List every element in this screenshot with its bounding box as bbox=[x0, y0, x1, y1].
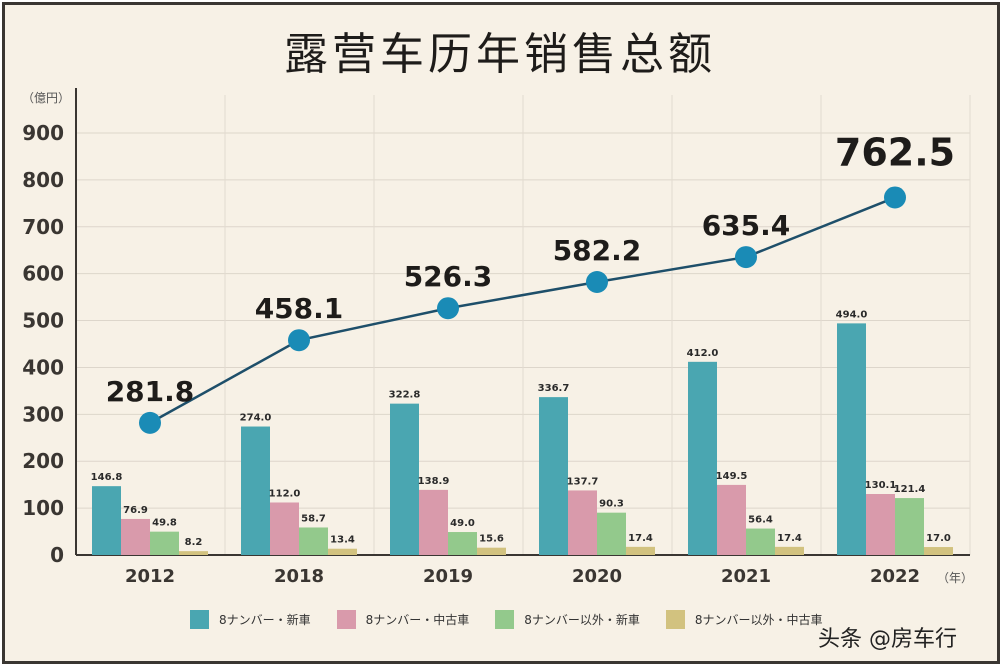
line-point bbox=[288, 329, 310, 352]
bar-data-label: 49.8 bbox=[152, 518, 177, 529]
legend-swatch bbox=[495, 610, 515, 629]
y-tick-label: 800 bbox=[22, 168, 64, 192]
bar bbox=[626, 546, 655, 555]
bar bbox=[150, 531, 179, 555]
y-tick-label: 300 bbox=[22, 402, 64, 426]
x-tick-label: 2018 bbox=[274, 566, 324, 587]
x-tick-label: 2012 bbox=[125, 566, 175, 587]
bar-data-label: 90.3 bbox=[599, 499, 624, 510]
y-tick-label: 200 bbox=[22, 449, 64, 473]
legend-item: 8ナンバー以外・中古車 bbox=[665, 610, 823, 629]
bar bbox=[270, 502, 299, 555]
bar-data-label: 336.7 bbox=[538, 383, 570, 394]
bar bbox=[419, 489, 448, 555]
bar-data-label: 274.0 bbox=[240, 413, 272, 424]
bar-data-label: 121.4 bbox=[894, 484, 926, 495]
line-data-label: 458.1 bbox=[255, 292, 344, 325]
bar-data-label: 76.9 bbox=[123, 505, 148, 516]
x-tick-label: 2021 bbox=[721, 566, 771, 587]
bar bbox=[568, 490, 597, 555]
bar bbox=[837, 323, 866, 555]
bar bbox=[121, 518, 150, 555]
bar-data-label: 17.4 bbox=[628, 533, 653, 544]
bar-data-label: 8.2 bbox=[185, 537, 203, 548]
bar bbox=[688, 361, 717, 555]
bar-data-label: 49.0 bbox=[450, 518, 475, 529]
bar bbox=[717, 484, 746, 555]
y-axis-unit: （億円） bbox=[22, 91, 70, 105]
bar bbox=[597, 512, 626, 555]
bar-data-label: 137.7 bbox=[567, 476, 599, 487]
legend-item: 8ナンバー・新車 bbox=[190, 610, 311, 629]
y-tick-label: 900 bbox=[22, 121, 64, 145]
x-axis-unit: （年） bbox=[937, 571, 973, 585]
bar bbox=[866, 493, 895, 555]
bar bbox=[746, 528, 775, 555]
bar bbox=[328, 548, 357, 555]
bar-data-label: 13.4 bbox=[330, 535, 355, 546]
bar bbox=[179, 551, 208, 555]
watermark: 头条 @房车行 bbox=[818, 627, 957, 652]
bar-data-label: 15.6 bbox=[479, 534, 504, 545]
bar-data-label: 146.8 bbox=[91, 472, 123, 483]
legend-label: 8ナンバー以外・新車 bbox=[524, 613, 640, 627]
bar-data-label: 112.0 bbox=[269, 488, 301, 499]
line-point bbox=[437, 297, 459, 320]
bar-data-label: 58.7 bbox=[301, 513, 326, 524]
bar-data-label: 322.8 bbox=[389, 390, 421, 401]
bar-data-label: 138.9 bbox=[418, 476, 450, 487]
bar bbox=[448, 532, 477, 555]
bar bbox=[895, 498, 924, 555]
y-tick-label: 500 bbox=[22, 309, 64, 333]
legend-item: 8ナンバー・中古車 bbox=[336, 610, 470, 629]
legend-label: 8ナンバー・中古車 bbox=[365, 613, 470, 627]
bar bbox=[241, 426, 270, 555]
line-point bbox=[884, 186, 906, 209]
line-data-label: 582.2 bbox=[553, 234, 642, 267]
line-point bbox=[139, 411, 161, 434]
x-tick-label: 2020 bbox=[572, 566, 622, 587]
bar-data-label: 17.0 bbox=[926, 533, 951, 544]
legend-swatch bbox=[336, 610, 356, 629]
legend-item: 8ナンバー以外・新車 bbox=[495, 610, 640, 629]
y-tick-label: 100 bbox=[22, 496, 64, 520]
y-tick-label: 600 bbox=[22, 262, 64, 286]
line-data-label: 281.8 bbox=[106, 375, 195, 408]
bar-data-label: 17.4 bbox=[777, 533, 802, 544]
bar bbox=[477, 547, 506, 555]
line-data-label: 526.3 bbox=[404, 260, 493, 293]
bar bbox=[539, 397, 568, 555]
line-point bbox=[735, 246, 757, 269]
x-tick-label: 2019 bbox=[423, 566, 473, 587]
bar-data-label: 149.5 bbox=[716, 471, 748, 482]
bar-data-label: 494.0 bbox=[836, 309, 868, 320]
line-data-label: 762.5 bbox=[835, 130, 955, 174]
bar bbox=[299, 527, 328, 555]
bar bbox=[390, 403, 419, 555]
y-tick-label: 400 bbox=[22, 355, 64, 379]
bar bbox=[92, 486, 121, 555]
bar-data-label: 56.4 bbox=[748, 515, 773, 526]
y-tick-label: 700 bbox=[22, 215, 64, 239]
chart-title: 露营车历年销售总额 bbox=[284, 29, 716, 80]
bar bbox=[924, 547, 953, 555]
line-point bbox=[586, 271, 608, 294]
legend-label: 8ナンバー・新車 bbox=[219, 613, 311, 627]
legend-swatch bbox=[665, 610, 685, 629]
y-tick-label: 0 bbox=[50, 543, 64, 567]
bar-data-label: 130.1 bbox=[865, 480, 897, 491]
x-tick-label: 2022 bbox=[870, 566, 920, 587]
line-data-label: 635.4 bbox=[702, 209, 791, 242]
legend-label: 8ナンバー以外・中古車 bbox=[694, 613, 823, 627]
legend: 8ナンバー・新車 8ナンバー・中古車 8ナンバー以外・新車 8ナンバー以外・中古車 bbox=[190, 610, 823, 629]
legend-swatch bbox=[190, 610, 209, 629]
bar bbox=[775, 546, 804, 555]
bar-data-label: 412.0 bbox=[687, 348, 719, 359]
total-line bbox=[149, 196, 896, 424]
